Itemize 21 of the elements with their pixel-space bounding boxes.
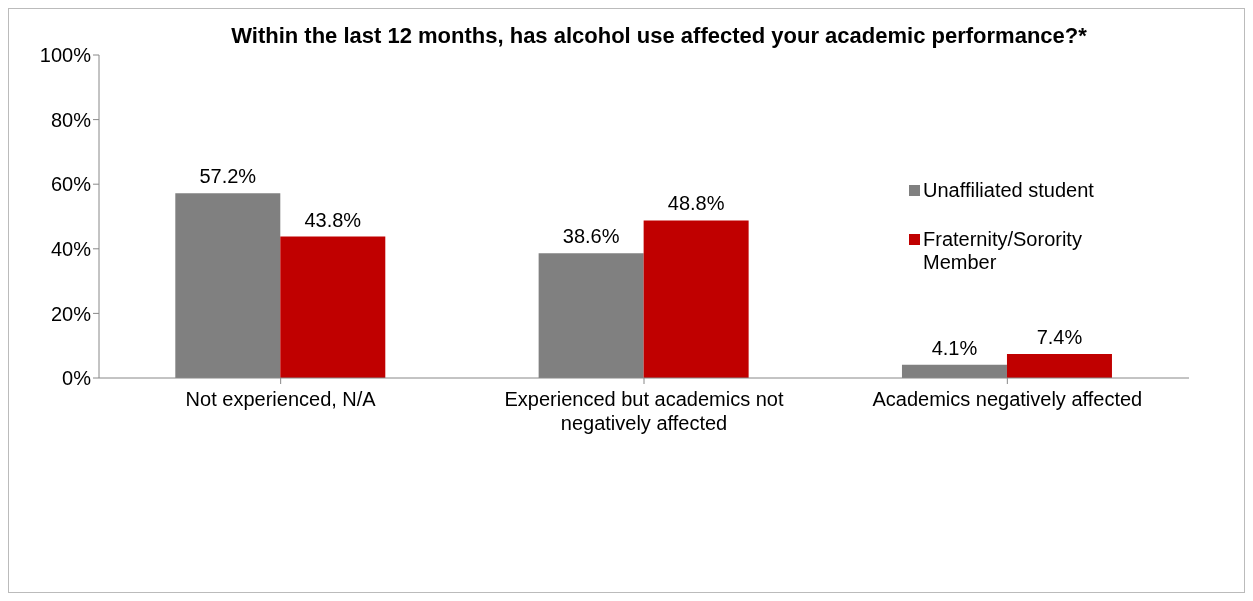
data-label: 48.8% <box>667 192 725 215</box>
legend-label: Fraternity/Sorority Member <box>923 228 1083 274</box>
x-tick-label: Not experienced, N/A <box>185 388 377 410</box>
y-tick-label: 100% <box>39 44 92 67</box>
chart-title: Within the last 12 months, has alcohol use affected your academic performance?* <box>230 23 1088 49</box>
x-tick-label: Academics negatively affected <box>872 388 1143 410</box>
y-tick-label: 60% <box>50 173 92 196</box>
y-tick-label: 80% <box>50 108 92 131</box>
bar <box>280 236 386 378</box>
legend-label: Unaffiliated student <box>923 179 1095 202</box>
data-label: 38.6% <box>562 225 620 248</box>
data-label: 57.2% <box>199 165 257 188</box>
data-label: 4.1% <box>931 336 978 359</box>
data-label: 43.8% <box>304 208 362 231</box>
data-label: 7.4% <box>1036 326 1083 349</box>
x-tick-label: Experienced but academics not negatively affected <box>504 388 784 434</box>
y-tick-label: 20% <box>50 302 92 325</box>
y-tick-label: 40% <box>50 237 92 260</box>
bar <box>1006 354 1112 378</box>
bar <box>643 220 749 378</box>
y-tick-label: 0% <box>62 367 92 390</box>
